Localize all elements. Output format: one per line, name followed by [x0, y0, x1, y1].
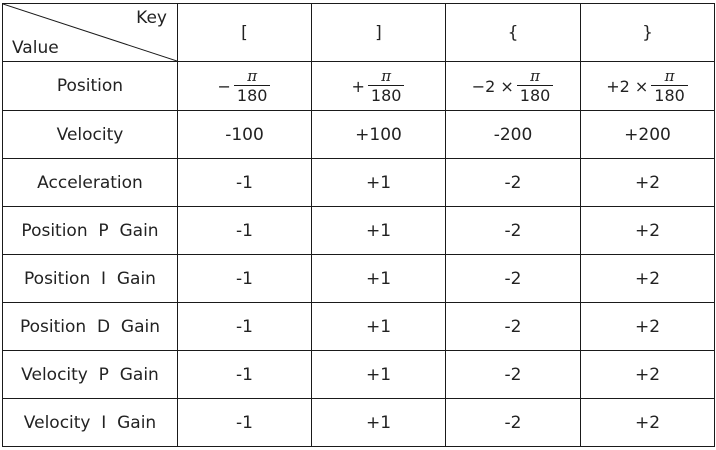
pi-fraction: π 180 [367, 67, 405, 105]
fraction-numerator: π [516, 67, 554, 86]
value-cell: -2 [445, 254, 581, 303]
header-row: Key Value [ ] { } [2, 3, 715, 62]
corner-diagonal-line [3, 4, 177, 61]
value-cell: -2 [445, 206, 581, 255]
value-cell: -2 [445, 398, 581, 447]
table-row: Position P Gain -1 +1 -2 +2 [2, 206, 715, 255]
fraction-denominator: 180 [370, 85, 402, 105]
corner-key-label: Key [136, 8, 167, 28]
value-cell: +1 [311, 398, 446, 447]
row-label: Position I Gain [2, 254, 178, 303]
value-cell: -2 [445, 302, 581, 351]
position-row: Position − π 180 + π 180 [2, 61, 715, 111]
value-cell: +2 [580, 206, 715, 255]
value-cell: -1 [177, 302, 312, 351]
row-label: Acceleration [2, 158, 178, 207]
row-label: Position [2, 61, 178, 111]
value-cell: +100 [311, 110, 446, 159]
fraction-numerator: π [367, 67, 405, 86]
row-label: Velocity [2, 110, 178, 159]
key-header-open-bracket: [ [177, 3, 312, 62]
fraction-numerator: π [651, 67, 688, 86]
value-cell: -2 [445, 158, 581, 207]
row-label: Position D Gain [2, 302, 178, 351]
value-cell: +2 [580, 398, 715, 447]
position-cell: +2 × π 180 [580, 61, 715, 111]
value-cell: +2 [580, 254, 715, 303]
value-cell: +2 [580, 302, 715, 351]
value-cell: +2 [580, 350, 715, 399]
value-cell: +1 [311, 254, 446, 303]
pi-fraction: π 180 [651, 67, 688, 105]
position-prefix: −2 × [471, 76, 514, 96]
value-cell: +1 [311, 206, 446, 255]
fraction-numerator: π [233, 67, 271, 86]
value-cell: -1 [177, 158, 312, 207]
value-cell: -1 [177, 398, 312, 447]
pi-fraction: π 180 [516, 67, 554, 105]
key-header-close-brace: } [580, 3, 715, 62]
table-row: Position I Gain -1 +1 -2 +2 [2, 254, 715, 303]
row-label: Position P Gain [2, 206, 178, 255]
fraction-denominator: 180 [519, 85, 551, 105]
value-cell: -2 [445, 350, 581, 399]
value-cell: -1 [177, 254, 312, 303]
corner-value-label: Value [12, 38, 59, 58]
row-label: Velocity P Gain [2, 350, 178, 399]
position-cell: − π 180 [177, 61, 312, 111]
key-value-table: Key Value [ ] { } Position − π 180 [2, 3, 715, 447]
row-label: Velocity I Gain [2, 398, 178, 447]
position-prefix: − [217, 76, 231, 96]
position-cell: −2 × π 180 [445, 61, 581, 111]
table-row: Position D Gain -1 +1 -2 +2 [2, 302, 715, 351]
table-row: Velocity I Gain -1 +1 -2 +2 [2, 398, 715, 447]
table-row: Velocity P Gain -1 +1 -2 +2 [2, 350, 715, 399]
value-cell: -1 [177, 350, 312, 399]
value-cell: +2 [580, 158, 715, 207]
value-cell: -100 [177, 110, 312, 159]
value-cell: -200 [445, 110, 581, 159]
key-header-open-brace: { [445, 3, 581, 62]
fraction-denominator: 180 [654, 85, 685, 105]
value-cell: +1 [311, 158, 446, 207]
value-cell: +1 [311, 302, 446, 351]
value-cell: +200 [580, 110, 715, 159]
position-cell: + π 180 [311, 61, 446, 111]
position-prefix: + [351, 76, 365, 96]
key-header-close-bracket: ] [311, 3, 446, 62]
position-prefix: +2 × [606, 76, 649, 96]
value-cell: +1 [311, 350, 446, 399]
table-row: Velocity -100 +100 -200 +200 [2, 110, 715, 159]
fraction-denominator: 180 [236, 85, 268, 105]
pi-fraction: π 180 [233, 67, 271, 105]
value-cell: -1 [177, 206, 312, 255]
table-row: Acceleration -1 +1 -2 +2 [2, 158, 715, 207]
corner-cell: Key Value [2, 3, 178, 62]
